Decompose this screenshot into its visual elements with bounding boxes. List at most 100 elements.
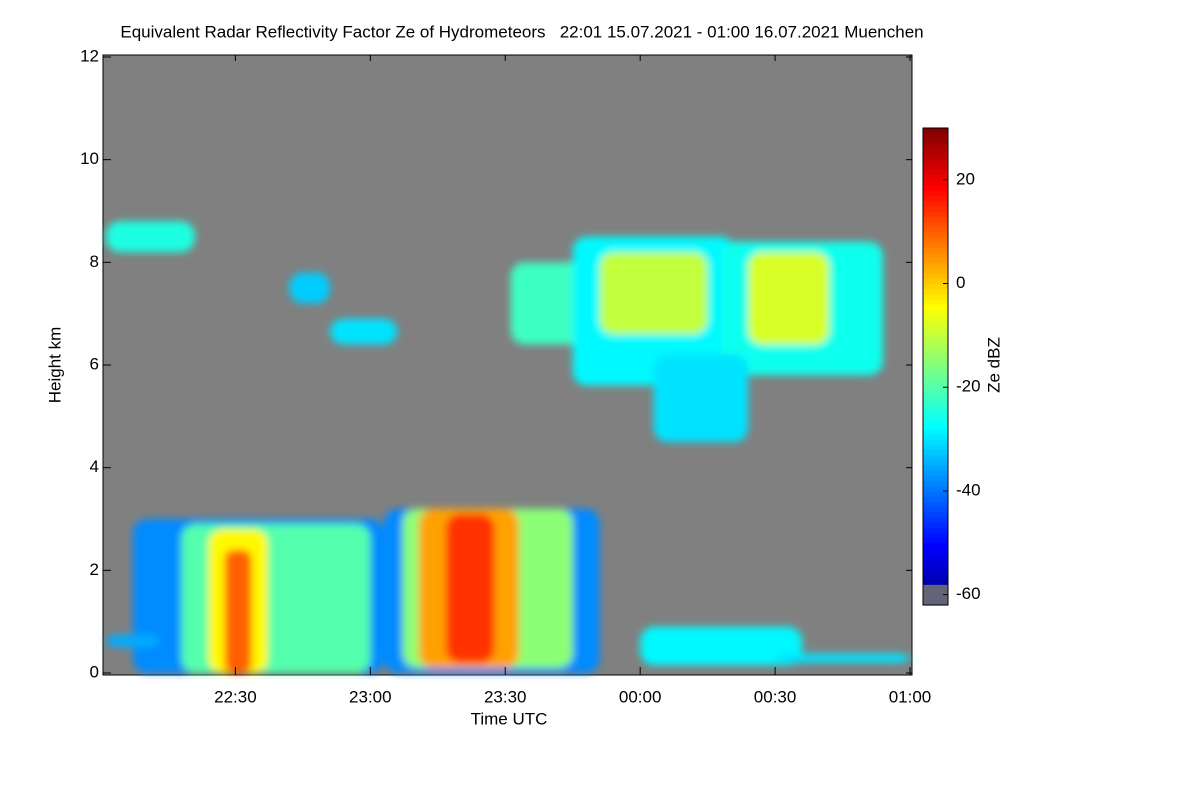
colorbar-segment	[923, 573, 948, 580]
colorbar-segment	[923, 366, 948, 373]
colorbar-segment	[923, 511, 948, 518]
colorbar-segment	[923, 262, 948, 269]
colorbar-segment	[923, 485, 948, 492]
echo	[748, 252, 830, 345]
colorbar-tick-label: 0	[956, 273, 965, 292]
colorbar-segment	[923, 350, 948, 357]
echo	[105, 221, 195, 253]
colorbar-segment	[923, 459, 948, 466]
echo-layer	[105, 221, 910, 673]
colorbar-segment	[923, 299, 948, 305]
echo	[653, 354, 749, 442]
colorbar-segment	[923, 190, 948, 197]
colorbar-segment	[923, 278, 948, 285]
x-tick-label: 22:30	[214, 687, 257, 706]
colorbar-segment	[923, 480, 948, 487]
echo	[329, 318, 398, 345]
echo	[105, 634, 160, 648]
colorbar-segment	[923, 433, 948, 440]
colorbar-segment	[923, 558, 948, 565]
y-tick-label: 10	[80, 149, 99, 168]
echo	[289, 272, 330, 304]
colorbar-segment	[923, 470, 948, 476]
colorbar-segment	[923, 143, 948, 150]
colorbar-segment	[923, 335, 948, 342]
colorbar-segment	[923, 553, 948, 559]
y-tick-label: 2	[90, 560, 99, 579]
colorbar-segment	[923, 128, 948, 134]
colorbar-tick-label: -60	[956, 584, 981, 603]
colorbar-segment	[923, 133, 948, 139]
colorbar-segment	[923, 200, 948, 207]
colorbar-segment	[923, 236, 948, 243]
colorbar-segment	[923, 371, 948, 378]
colorbar-segment	[923, 361, 948, 368]
colorbar-segment	[923, 330, 948, 336]
colorbar-segment	[923, 340, 948, 347]
colorbar-segment	[923, 273, 948, 279]
colorbar-segment	[923, 216, 948, 222]
colorbar-tick-label: 20	[956, 169, 975, 188]
echo	[599, 252, 708, 335]
colorbar-segment	[923, 179, 948, 186]
colorbar-frame	[922, 127, 949, 606]
colorbar-segment	[923, 475, 948, 482]
x-tick-label: 00:00	[619, 687, 662, 706]
colorbar-segment	[923, 449, 948, 456]
colorbar-segment	[923, 164, 948, 171]
colorbar-segment	[923, 387, 948, 394]
colorbar-segment	[923, 537, 948, 544]
colorbar-segment	[923, 267, 948, 274]
colorbar-segment	[923, 185, 948, 191]
colorbar-segment	[923, 506, 948, 513]
x-tick-label: 23:00	[349, 687, 392, 706]
colorbar-segment	[923, 148, 948, 155]
colorbar-segment	[923, 444, 948, 451]
colorbar-segment	[923, 314, 948, 321]
colorbar-segment	[923, 465, 948, 471]
colorbar-segment	[923, 413, 948, 419]
colorbar-segment	[923, 221, 948, 228]
colorbar-segment	[923, 247, 948, 254]
y-tick-label: 0	[90, 662, 99, 681]
echo	[224, 549, 252, 673]
colorbar-segment	[923, 195, 948, 202]
colorbar-segment	[923, 594, 948, 601]
colorbar-segment	[923, 547, 948, 554]
x-axis-label: Time UTC	[471, 709, 548, 728]
echo	[445, 513, 495, 663]
chart-title: Equivalent Radar Reflectivity Factor Ze …	[120, 22, 923, 41]
colorbar-segment	[923, 309, 948, 316]
colorbar-segment	[923, 423, 948, 430]
colorbar-segment	[923, 579, 948, 585]
x-tick-label: 00:30	[754, 687, 797, 706]
y-tick-label: 4	[90, 457, 99, 476]
colorbar-segment	[923, 584, 948, 591]
colorbar-segment	[923, 293, 948, 300]
colorbar-segment	[923, 319, 948, 326]
colorbar-segment	[923, 304, 948, 311]
colorbar-segment	[923, 522, 948, 528]
colorbar-segment	[923, 439, 948, 445]
colorbar-segment	[923, 159, 948, 165]
colorbar-segment	[923, 210, 948, 217]
y-tick-label: 6	[90, 354, 99, 373]
y-axis-label: Height km	[45, 327, 64, 404]
colorbar-segment	[923, 402, 948, 409]
colorbar-segment	[923, 563, 948, 570]
colorbar-segment	[923, 138, 948, 145]
colorbar-segment	[923, 283, 948, 290]
colorbar-segment	[923, 174, 948, 181]
colorbar-segment	[923, 599, 948, 606]
colorbar-segment	[923, 382, 948, 388]
colorbar-segment	[923, 356, 948, 362]
colorbar-segment	[923, 589, 948, 596]
colorbar-tick-label: -40	[956, 480, 981, 499]
echo	[775, 653, 910, 663]
colorbar-segment	[923, 392, 948, 399]
colorbar-segment	[923, 454, 948, 461]
colorbar-segment	[923, 231, 948, 238]
x-tick-label: 23:30	[484, 687, 527, 706]
x-tick-label: 01:00	[889, 687, 932, 706]
